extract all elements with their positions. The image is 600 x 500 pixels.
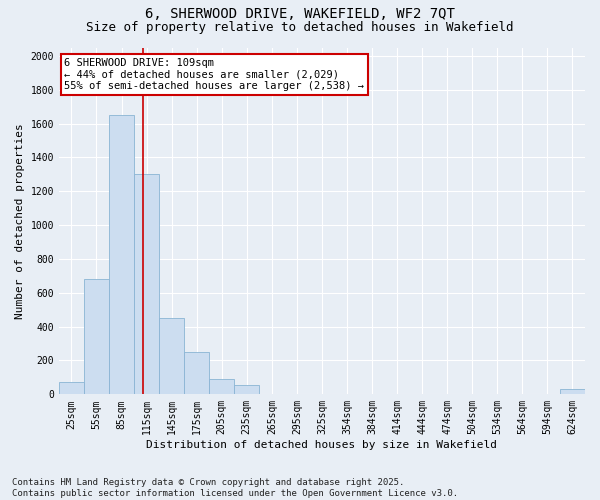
Bar [134, 174, 159, 394]
Bar [84, 280, 109, 394]
Bar [560, 390, 585, 394]
Text: 6 SHERWOOD DRIVE: 109sqm
← 44% of detached houses are smaller (2,029)
55% of sem: 6 SHERWOOD DRIVE: 109sqm ← 44% of detach… [64, 58, 364, 91]
X-axis label: Distribution of detached houses by size in Wakefield: Distribution of detached houses by size … [146, 440, 497, 450]
Bar [234, 385, 259, 394]
Bar [109, 115, 134, 394]
Text: 6, SHERWOOD DRIVE, WAKEFIELD, WF2 7QT: 6, SHERWOOD DRIVE, WAKEFIELD, WF2 7QT [145, 8, 455, 22]
Bar [59, 382, 84, 394]
Bar [159, 318, 184, 394]
Y-axis label: Number of detached properties: Number of detached properties [15, 123, 25, 319]
Text: Size of property relative to detached houses in Wakefield: Size of property relative to detached ho… [86, 21, 514, 34]
Bar [209, 379, 234, 394]
Bar [184, 352, 209, 395]
Text: Contains HM Land Registry data © Crown copyright and database right 2025.
Contai: Contains HM Land Registry data © Crown c… [12, 478, 458, 498]
